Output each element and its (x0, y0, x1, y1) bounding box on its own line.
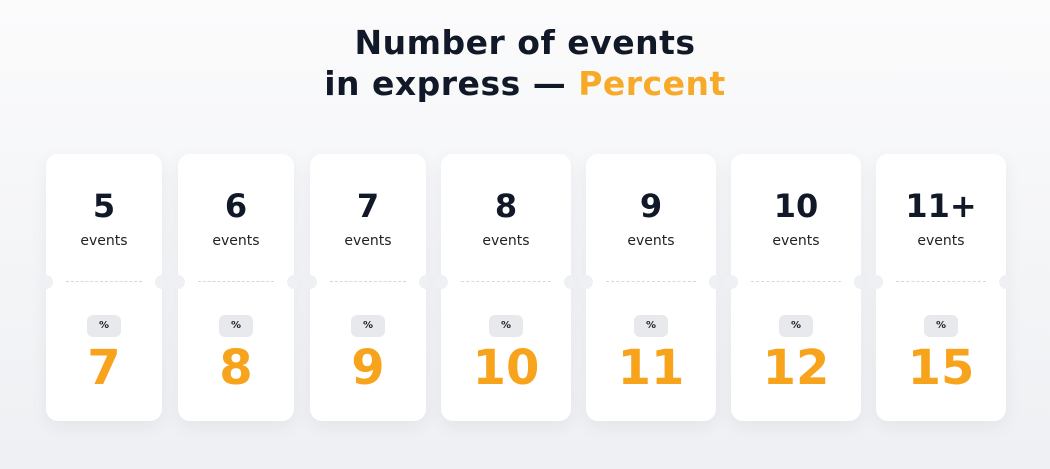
event-card: 11+ events % 15 (869, 154, 1013, 421)
percent-value: 9 (351, 340, 385, 396)
percent-badge: % (351, 315, 385, 337)
event-card: 6 events % 8 (171, 154, 301, 421)
title-accent: Percent (578, 64, 726, 103)
event-label: events (627, 233, 675, 249)
divider (66, 281, 142, 282)
divider (198, 281, 274, 282)
percent-badge: % (634, 315, 668, 337)
event-card: 8 events % 10 (434, 154, 578, 421)
event-card: 10 events % 12 (724, 154, 868, 421)
event-card: 9 events % 11 (579, 154, 723, 421)
event-label: events (80, 233, 128, 249)
event-count: 6 (224, 187, 248, 225)
percent-value: 15 (907, 340, 975, 396)
percent-value: 7 (87, 340, 121, 396)
divider (606, 281, 696, 282)
divider (461, 281, 551, 282)
percent-value: 11 (617, 340, 685, 396)
event-count: 11+ (905, 187, 977, 225)
event-count: 7 (356, 187, 380, 225)
title-line-1: Number of events (354, 23, 696, 62)
percent-badge: % (924, 315, 958, 337)
title-prefix: in express — (324, 64, 567, 103)
page-title: Number of events in express — Percent (0, 22, 1050, 104)
event-count: 10 (773, 187, 819, 225)
percent-badge: % (779, 315, 813, 337)
percent-value: 8 (219, 340, 253, 396)
percent-value: 10 (472, 340, 540, 396)
percent-badge: % (489, 315, 523, 337)
percent-value: 12 (762, 340, 830, 396)
event-label: events (344, 233, 392, 249)
event-count: 8 (494, 187, 518, 225)
title-line-2: in express — Percent (0, 63, 1050, 104)
event-count: 9 (639, 187, 663, 225)
percent-badge: % (219, 315, 253, 337)
event-card: 5 events % 7 (39, 154, 169, 421)
event-card: 7 events % 9 (303, 154, 433, 421)
event-label: events (772, 233, 820, 249)
event-label: events (212, 233, 260, 249)
event-label: events (482, 233, 530, 249)
event-count: 5 (92, 187, 116, 225)
event-label: events (917, 233, 965, 249)
divider (896, 281, 986, 282)
percent-badge: % (87, 315, 121, 337)
divider (330, 281, 406, 282)
divider (751, 281, 841, 282)
